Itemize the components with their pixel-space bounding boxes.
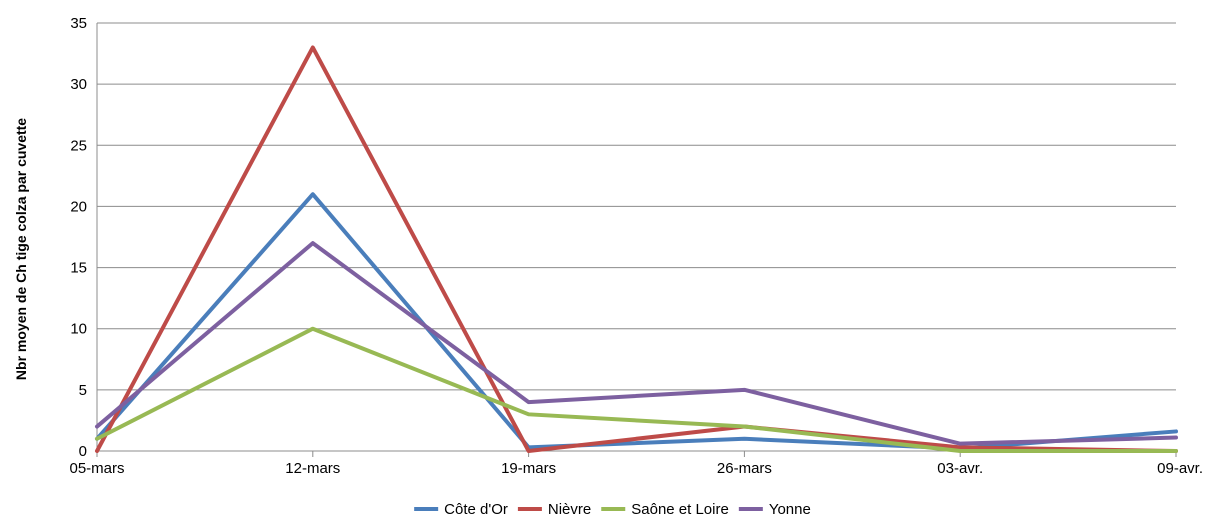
x-tick-label: 05-mars [69,460,124,477]
y-tick-label: 0 [79,443,87,460]
y-tick-label: 10 [70,321,87,338]
x-tick-label: 12-mars [285,460,340,477]
x-tick-label: 19-mars [501,460,556,477]
y-tick-label: 15 [70,260,87,277]
y-tick-label: 5 [79,382,87,399]
series-line-c-te-d-or [95,192,1178,451]
y-tick-label: 30 [70,76,87,93]
x-tick-label: 26-mars [717,460,772,477]
gridlines [97,22,1176,391]
tick-labels: 0 5 10 15 20 25 30 35 05-mars 12-mars 19-mars 26-ma… [69,15,1203,477]
axes [96,23,1177,457]
y-tick-label: 25 [70,137,87,154]
legend-label-yonne: Yonne [769,501,811,518]
x-tick-label: 09-avr. [1157,460,1203,477]
x-tick-label: 03-avr. [937,460,983,477]
series-line-ni-vre [95,45,1178,453]
legend: Côte d'Or Nièvre Saône et Loire Yonne [414,501,811,518]
series-lines [95,45,1178,453]
y-axis-label: Nbr moyen de Ch tige colza par cuvette [13,118,29,380]
legend-label-sa-ne-et-loire: Saône et Loire [631,501,729,518]
legend-label-c-te-d-or: Côte d'Or [444,501,508,518]
series-line-sa-ne-et-loire [95,326,1178,453]
y-tick-label: 20 [70,198,87,215]
legend-label-ni-vre: Nièvre [548,501,591,518]
series-line-yonne [95,241,1178,446]
y-tick-label: 35 [70,15,87,32]
